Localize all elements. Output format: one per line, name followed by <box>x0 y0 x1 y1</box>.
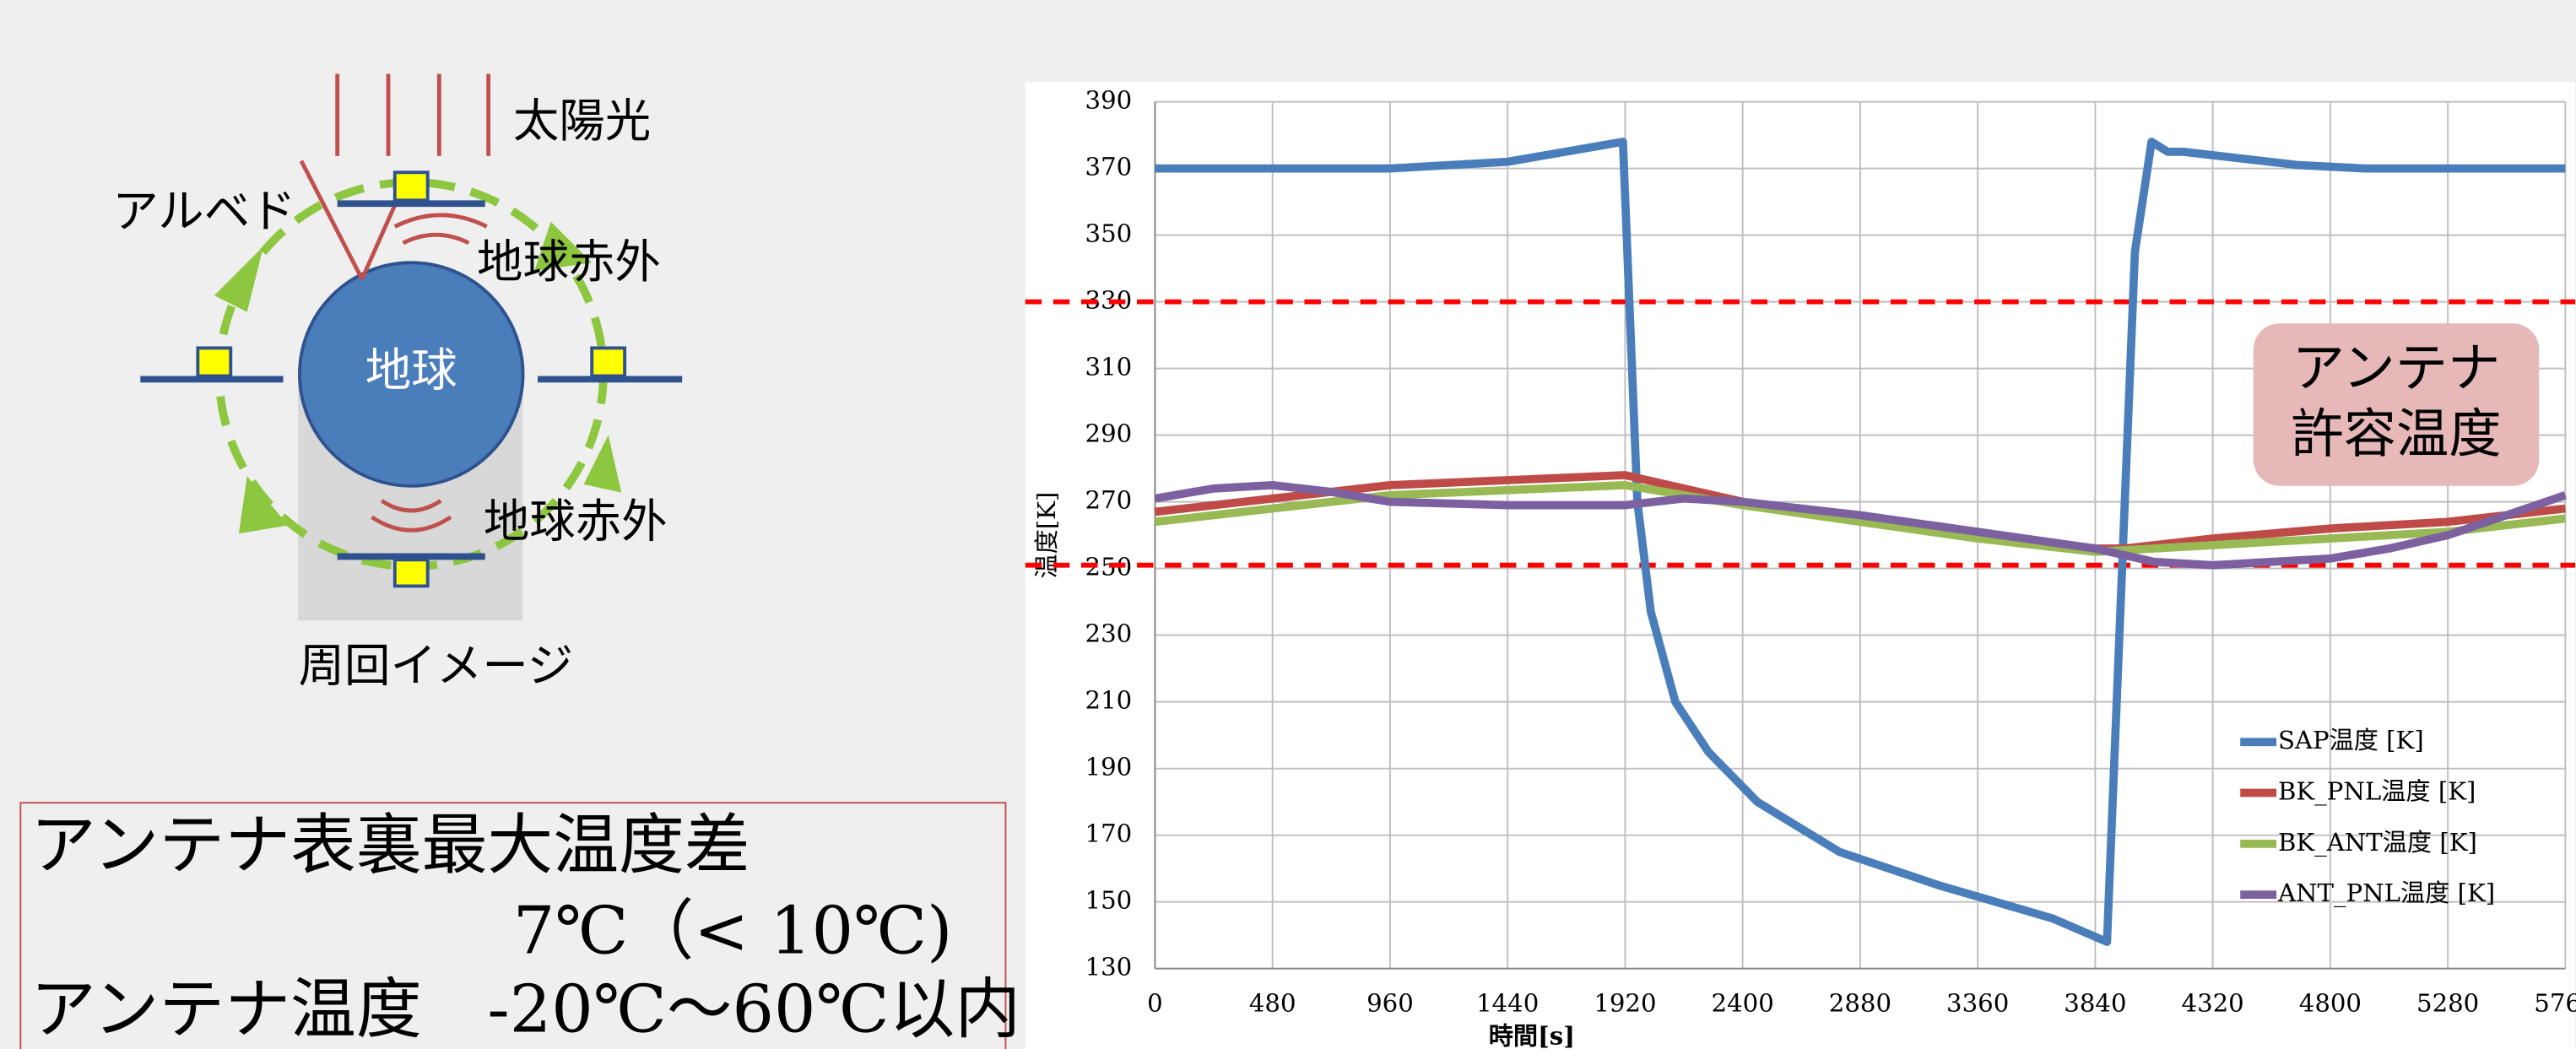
arrow <box>534 221 593 271</box>
series-line <box>1154 481 2566 556</box>
orbit-diagram: 太陽光 アルベド 地球赤外 地球赤外 地球 周回イメージ <box>112 73 683 693</box>
y-tick-label: 130 <box>1085 953 1133 981</box>
y-tick-label: 150 <box>1085 886 1133 915</box>
legend-label: SAP温度 [K] <box>2278 726 2424 754</box>
x-tick-label: 4800 <box>2299 988 2362 1017</box>
x-tick-label: 4320 <box>2182 988 2244 1017</box>
x-tick-label: 3360 <box>1946 988 2009 1017</box>
label: 地球赤外 <box>484 494 668 548</box>
legend-label: BK_ANT温度 [K] <box>2278 828 2477 857</box>
earth <box>298 261 525 488</box>
y-tick-label: 270 <box>1085 486 1133 515</box>
legend-label: ANT_PNL温度 [K] <box>2277 879 2495 908</box>
ir-arcs <box>371 213 488 533</box>
note-box <box>19 802 1007 1049</box>
annotation-box <box>2253 323 2540 486</box>
x-tick-label: 480 <box>1249 988 1296 1017</box>
note-line: 7℃（< 10℃) <box>513 893 953 969</box>
satellites <box>140 200 683 560</box>
y-tick-label: 290 <box>1085 419 1133 448</box>
note-line: アンテナ表裏最大温度差 <box>30 808 750 884</box>
arrow <box>583 435 622 493</box>
series-line <box>1155 138 2566 946</box>
satellite-bodies <box>196 170 627 588</box>
caption: 周回イメージ <box>299 639 574 693</box>
label: 太陽光 <box>513 94 651 148</box>
x-tick-label: 0 <box>1147 988 1163 1017</box>
y-tick-label: 190 <box>1085 753 1133 781</box>
x-axis-label: 時間[s] <box>1489 1021 1575 1049</box>
arrow <box>214 246 264 312</box>
arrow <box>239 476 289 534</box>
legend-label: BK_PNL温度 [K] <box>2278 777 2476 807</box>
x-tick-label: 2400 <box>1712 988 1774 1017</box>
y-tick-label: 390 <box>1085 86 1133 115</box>
y-tick-label: 350 <box>1085 219 1133 248</box>
label: 地球 <box>365 343 457 397</box>
chart: 1301501701902102302502702903103303503703… <box>1025 86 2576 1049</box>
x-tick-label: 5760 <box>2534 988 2576 1017</box>
x-tick-label: 1920 <box>1594 988 1656 1017</box>
y-tick-label: 370 <box>1085 153 1133 181</box>
x-tick-label: 960 <box>1366 988 1414 1017</box>
y-tick-label: 210 <box>1085 686 1133 715</box>
y-tick-label: 310 <box>1085 353 1133 381</box>
label: 地球赤外 <box>477 235 661 289</box>
y-tick-label: 170 <box>1085 819 1133 848</box>
series-line <box>1154 481 2567 570</box>
y-tick-label: 230 <box>1085 619 1133 648</box>
annotation-text: アンテナ <box>2292 338 2500 399</box>
x-tick-label: 1440 <box>1476 988 1539 1017</box>
x-tick-label: 2880 <box>1829 988 1891 1017</box>
x-tick-label: 3840 <box>2064 988 2126 1017</box>
sun-arrows <box>299 73 491 280</box>
label: アルベド <box>112 184 295 238</box>
note-line: アンテナ温度 -20℃～60℃以内 <box>30 972 1020 1048</box>
x-tick-label: 5280 <box>2416 988 2479 1017</box>
annotation-text: 許容温度 <box>2292 403 2502 464</box>
